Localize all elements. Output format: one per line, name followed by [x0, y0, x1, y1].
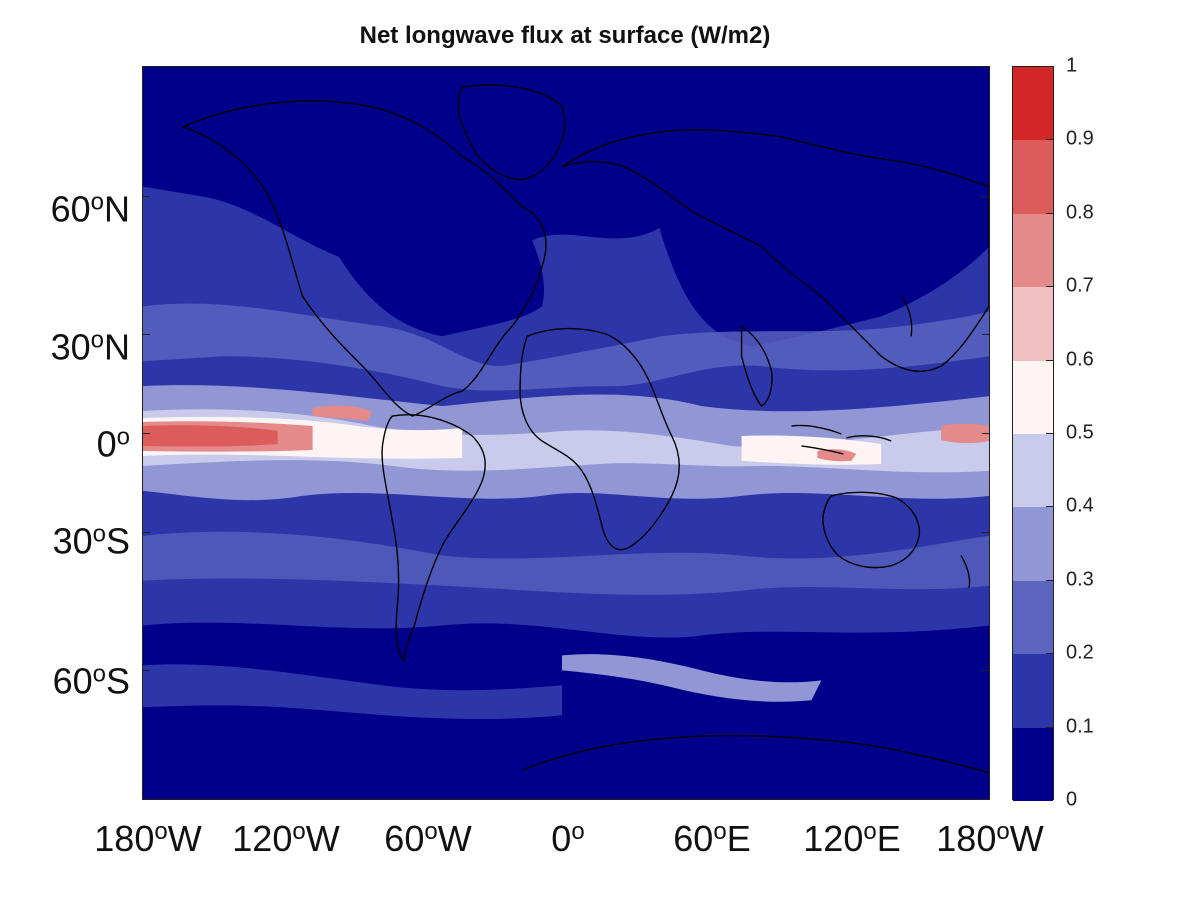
lon-label-120w: 120oW	[232, 818, 340, 859]
lat-label-60n: 60oN	[50, 188, 130, 230]
lat-tick	[142, 334, 150, 335]
colorbar-tick-mark	[1046, 726, 1054, 728]
lat-label-60s: 60oS	[52, 660, 130, 702]
lat-label-equator: 0o	[96, 423, 130, 465]
coast-indonesia	[791, 424, 892, 455]
field-north-band	[143, 303, 989, 391]
colorbar-segment	[1013, 67, 1053, 141]
lon-label-120e: 120oE	[803, 818, 901, 859]
field-west-pacific-high	[941, 423, 989, 444]
lat-tick	[142, 670, 150, 671]
lon-label-180w-right: 180oW	[936, 818, 1044, 859]
lat-tick	[142, 433, 150, 434]
colorbar-segment	[1013, 434, 1053, 508]
lat-label-30s: 30oS	[52, 520, 130, 562]
colorbar-tick-label: 0.8	[1066, 201, 1094, 224]
coast-japan	[900, 295, 913, 337]
coast-africa	[519, 327, 680, 551]
colorbar-segment	[1013, 727, 1053, 801]
coast-greenland	[457, 84, 566, 180]
coast-europe-asia	[561, 129, 989, 373]
colorbar-tick-label: 0.4	[1066, 494, 1094, 517]
coast-antarctica	[521, 734, 989, 774]
colorbar-tick-mark	[1046, 359, 1054, 361]
colorbar-segment	[1013, 213, 1053, 288]
colorbar-tick-mark	[1046, 286, 1054, 288]
lat-tick	[982, 196, 990, 197]
colorbar-segment	[1013, 287, 1053, 361]
field-maritime-high	[817, 449, 857, 462]
colorbar-tick-label: 0.9	[1066, 127, 1094, 150]
field-north-america	[172, 93, 545, 337]
lat-tick	[982, 532, 990, 533]
lon-label-180w: 180oW	[94, 818, 202, 859]
map-title: Net longwave flux at surface (W/m2)	[359, 22, 771, 49]
coast-india	[740, 324, 773, 407]
field-eurasia	[562, 106, 989, 347]
colorbar-segment	[1013, 654, 1053, 728]
colorbar-segment	[1013, 360, 1053, 434]
colorbar-tick-mark	[1046, 579, 1054, 581]
colorbar-tick-label: 0.6	[1066, 348, 1094, 371]
colorbar-tick-label: 0	[1066, 788, 1078, 811]
field-east-pacific-high	[312, 405, 373, 422]
colorbar-tick-mark	[1046, 433, 1054, 434]
colorbar-segment	[1013, 140, 1053, 214]
colorbar-tick-label: 0.3	[1066, 568, 1094, 591]
field-south-band	[143, 531, 989, 595]
field-antarctica	[522, 732, 989, 799]
field-southern-light	[562, 654, 822, 702]
lat-tick	[982, 334, 990, 335]
colorbar-tick-label: 0.2	[1066, 641, 1094, 664]
lon-label-0: 0o	[551, 818, 585, 859]
lon-label-60e: 60oE	[673, 818, 751, 859]
field-southern-mid	[143, 664, 563, 720]
coast-australia	[822, 491, 921, 569]
colorbar-tick-label: 0.5	[1066, 421, 1094, 444]
lat-label-30n: 30oN	[50, 326, 130, 368]
colorbar-tick-mark	[1046, 653, 1054, 655]
colorbar-tick-mark	[1046, 139, 1054, 141]
flux-map	[142, 66, 990, 800]
lat-tick	[142, 532, 150, 533]
coast-new-zealand	[960, 555, 971, 588]
lat-tick	[142, 196, 150, 197]
lat-tick	[982, 433, 990, 434]
colorbar-tick-label: 0.7	[1066, 274, 1094, 297]
coastlines	[180, 84, 989, 774]
colorbar-segment	[1013, 507, 1053, 581]
coast-south-america	[381, 414, 486, 662]
colorbar-segment	[1013, 580, 1053, 655]
colorbar-tick-mark	[1046, 506, 1054, 508]
field-pacific-peak	[143, 425, 278, 447]
colorbar-tick-label: 1	[1066, 54, 1078, 77]
colorbar-tick-label: 0.1	[1066, 715, 1094, 738]
lat-tick	[982, 670, 990, 671]
colorbar	[1012, 66, 1054, 801]
coast-north-america	[180, 100, 547, 417]
lon-label-60w: 60oW	[384, 818, 472, 859]
flux-map-svg	[143, 67, 989, 799]
colorbar-tick-mark	[1046, 212, 1054, 214]
